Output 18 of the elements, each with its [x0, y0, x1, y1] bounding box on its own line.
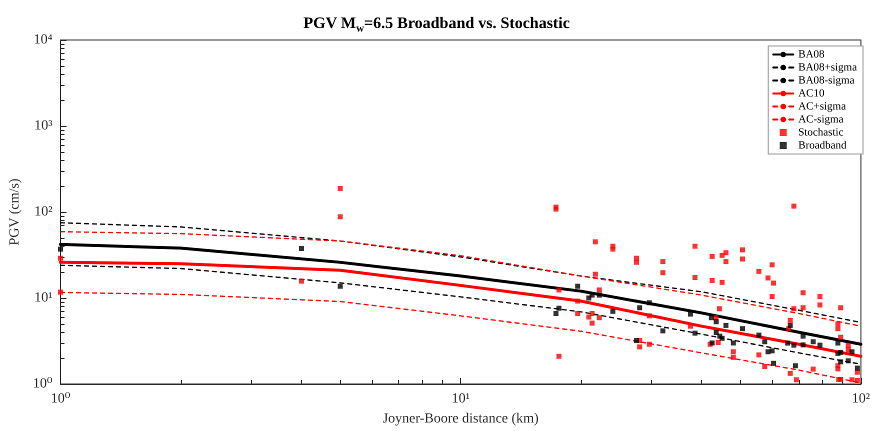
- legend-label: BA08+sigma: [798, 62, 858, 74]
- y-tick-label: 10²: [34, 204, 53, 220]
- legend-label: AC+sigma: [798, 100, 846, 112]
- legend-label: Stochastic: [798, 126, 844, 138]
- y-tick-label: 10⁴: [34, 32, 53, 48]
- x-tick-label: 10²: [852, 392, 870, 406]
- y-tick-label: 10⁰: [32, 376, 53, 392]
- y-tick-label: 10³: [34, 118, 53, 134]
- y-tick-label: 10¹: [34, 290, 53, 306]
- legend-label: BA08-sigma: [798, 74, 855, 86]
- legend-label: AC-sigma: [798, 114, 844, 126]
- x-tick-label: 10⁰: [50, 392, 71, 406]
- legend-label: Broadband: [798, 140, 848, 152]
- x-tick-label: 10¹: [452, 392, 470, 406]
- legend-label: AC10: [798, 88, 826, 100]
- legend-label: BA08: [798, 48, 826, 60]
- y-axis-title: PGV (cm/s): [8, 178, 22, 246]
- x-axis-title: Joyner-Boore distance (km): [382, 412, 540, 426]
